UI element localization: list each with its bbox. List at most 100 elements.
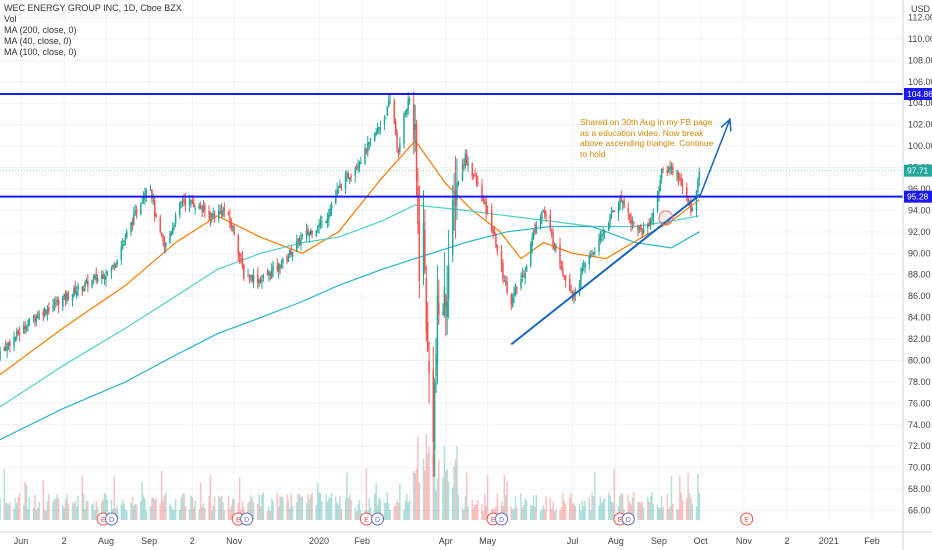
- candle-body: [484, 201, 486, 203]
- candle-body: [686, 187, 688, 198]
- volume-bar: [152, 497, 155, 520]
- volume-bar: [209, 474, 212, 520]
- volume-bar: [648, 501, 650, 520]
- volume-bar: [578, 503, 581, 520]
- legend-title[interactable]: WEC ENERGY GROUP INC, 1D, Cboe BZX: [4, 3, 182, 13]
- candle-body: [269, 272, 272, 277]
- candle-body: [649, 219, 652, 224]
- candle-body: [545, 215, 547, 217]
- volume-bar: [62, 505, 64, 520]
- volume-bar: [38, 502, 40, 520]
- volume-bar: [289, 508, 291, 520]
- candle-body: [251, 275, 253, 282]
- volume-bar: [315, 505, 318, 520]
- candle-body: [613, 210, 616, 212]
- candle-body: [667, 168, 670, 173]
- volume-bar: [151, 497, 153, 520]
- volume-bar: [27, 508, 29, 520]
- candle-body: [23, 325, 25, 334]
- y-tick-label: 70.00: [908, 463, 931, 473]
- candle-body: [474, 175, 476, 177]
- volume-bar: [641, 501, 643, 520]
- candle-body: [426, 321, 429, 351]
- volume-bar: [229, 509, 231, 520]
- last-price-tag-bg: [904, 164, 932, 177]
- volume-bar: [369, 507, 372, 520]
- candle-body: [0, 350, 1, 360]
- volume-bar: [582, 506, 585, 520]
- volume-bar: [679, 475, 681, 520]
- candle-body: [456, 182, 458, 201]
- legend-ma40[interactable]: MA (40, close, 0): [4, 36, 72, 46]
- candle-body: [165, 242, 167, 247]
- volume-bar: [520, 492, 522, 520]
- candle-body: [553, 244, 556, 250]
- volume-bar: [142, 495, 145, 520]
- legend-ma100[interactable]: MA (100, close, 0): [4, 47, 77, 57]
- candle-body: [92, 277, 95, 279]
- candle-body: [56, 300, 58, 303]
- volume-bar: [503, 474, 506, 520]
- volume-bar: [591, 492, 593, 520]
- volume-bar: [667, 508, 670, 520]
- candle-body: [463, 164, 465, 166]
- drawing-tools: [0, 92, 903, 346]
- candle-body: [461, 164, 464, 181]
- candle-body: [277, 262, 280, 272]
- candle-body: [502, 262, 504, 279]
- event-marker: [495, 512, 509, 526]
- candle-body: [350, 175, 352, 177]
- volume-bar: [64, 499, 67, 520]
- volume-bar: [159, 505, 162, 520]
- candle-body: [394, 121, 397, 134]
- volume-bar: [337, 504, 340, 520]
- level-price-tag: 104.86: [907, 89, 932, 99]
- volume-bar: [155, 498, 157, 520]
- candle-body: [367, 142, 369, 152]
- volume-bar: [291, 505, 294, 520]
- volume-bar: [286, 494, 288, 520]
- volume-bar: [335, 496, 337, 520]
- volume-bar: [46, 501, 49, 520]
- volume-bar: [435, 490, 437, 520]
- volume-bar: [651, 492, 653, 520]
- candle-body: [266, 273, 269, 276]
- volume-bar: [403, 509, 405, 520]
- volume-bar: [532, 495, 535, 520]
- candle-body: [180, 202, 182, 204]
- volume-bar: [638, 501, 641, 520]
- candle-body: [379, 126, 382, 130]
- legend-ma200[interactable]: MA (200, close, 0): [4, 25, 77, 35]
- legend-vol[interactable]: Vol: [4, 14, 17, 24]
- volume-bar: [584, 500, 586, 520]
- candle-body: [418, 221, 421, 282]
- volume-bar: [131, 496, 134, 520]
- candle-body: [55, 303, 57, 305]
- volume-bar: [241, 501, 244, 520]
- candle-body: [190, 200, 192, 202]
- volume-bar: [201, 507, 203, 520]
- volume-bar: [477, 499, 479, 520]
- candle-body: [297, 238, 299, 242]
- volume-bar: [0, 498, 1, 520]
- volume-bar: [120, 504, 123, 520]
- volume-bar: [543, 508, 546, 520]
- volume-bar: [95, 500, 97, 520]
- volume-bar: [609, 495, 611, 520]
- volume-bar: [92, 502, 95, 520]
- volume-bar: [598, 504, 600, 520]
- volume-bar: [681, 500, 684, 520]
- volume-bar: [659, 507, 662, 520]
- candle-body: [84, 282, 86, 287]
- annotation-text[interactable]: Shared on 30th Aug in my FB page as a ed…: [580, 117, 714, 159]
- candle-body: [374, 132, 376, 141]
- y-tick-label: 106.00: [908, 77, 932, 87]
- volume-bar: [394, 504, 397, 520]
- candle-body: [77, 285, 79, 290]
- candle-body: [516, 287, 518, 290]
- candle-body: [564, 275, 567, 281]
- candle-body: [6, 343, 8, 351]
- volume-bar: [672, 503, 674, 520]
- event-marker: [105, 512, 119, 526]
